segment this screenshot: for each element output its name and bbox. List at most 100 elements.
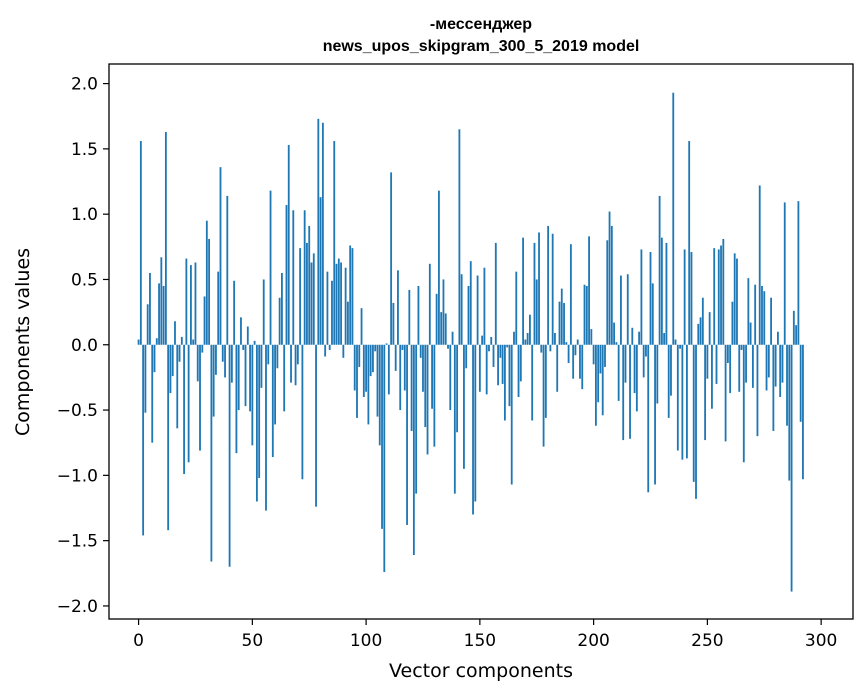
bar [467,286,470,345]
bar [233,280,236,345]
bar [731,301,734,345]
bar [481,335,484,345]
bar [567,344,570,364]
bar [533,242,536,345]
bar [720,245,722,345]
bar [767,344,770,378]
bar [167,344,170,531]
bar [244,344,247,407]
x-tick-label: 50 [242,631,264,651]
bar [308,225,311,345]
bar [287,144,290,345]
bar [440,312,443,345]
bar [606,240,609,345]
bar [519,344,522,382]
bar [390,172,393,345]
bar [242,344,245,350]
x-tick-label: 150 [464,631,496,651]
bar [544,344,547,418]
bar [278,297,281,345]
bar [740,344,743,350]
bar [551,233,554,345]
bar [221,344,224,362]
bar [283,344,286,412]
bar [676,344,679,451]
bar [492,344,495,367]
bar [503,344,506,421]
bar [415,344,418,494]
bar [751,344,754,388]
bar [315,344,317,507]
bar [139,141,142,345]
bars-group [137,92,804,592]
bar [756,344,759,437]
bar [463,344,465,469]
bar [786,344,788,426]
bar [686,344,688,459]
bar [317,118,320,345]
bar [169,344,172,394]
bar [312,253,315,345]
bar [442,279,445,345]
bar [645,344,647,357]
bar [158,283,160,345]
bar [408,289,411,345]
bar [472,344,474,515]
y-tick-label: −1.0 [57,466,98,486]
bar [205,220,208,345]
bar [174,321,176,345]
bar [754,284,757,345]
bar [697,323,700,345]
bar [383,344,386,572]
bar [180,336,183,345]
bar [531,344,534,421]
bar [451,331,454,345]
bar [235,344,238,454]
bar [622,344,625,441]
bar [488,344,490,352]
bar [237,344,240,411]
bar [788,344,791,481]
bar [642,344,645,378]
bar [610,225,613,345]
bar [681,344,684,460]
bar [185,258,188,345]
bar [733,253,736,345]
bar [255,344,258,502]
bar [230,344,233,383]
x-tick-label: 300 [805,631,837,651]
bar [349,245,352,345]
bar [212,344,215,417]
plot-frame [108,63,854,620]
bar [292,210,295,345]
bar [510,344,513,485]
bar [581,344,584,390]
bar [367,344,370,425]
y-tick-label: 1.0 [71,205,98,225]
bar [417,286,420,345]
bar [469,261,472,345]
bar [615,342,618,345]
y-tick-label: −2.0 [57,597,98,617]
bar [777,331,779,345]
bar [620,275,622,345]
bar [799,344,802,422]
bar [506,344,509,348]
bar [208,238,211,345]
bar [631,327,634,345]
bar [210,344,213,562]
bar [346,301,349,345]
bar [381,344,383,529]
bar [449,344,452,411]
bar [649,252,652,345]
bar [485,344,488,395]
y-tick-label: 2.0 [71,75,98,95]
y-axis-ticks: −2.0 −1.5 −1.0 −0.5 0.0 0.5 1.0 1.5 2.0 [57,75,109,617]
bar [144,344,147,413]
bar [779,344,782,397]
bar [747,278,750,345]
bar [219,167,222,345]
bar [360,308,363,345]
bar [597,344,600,403]
